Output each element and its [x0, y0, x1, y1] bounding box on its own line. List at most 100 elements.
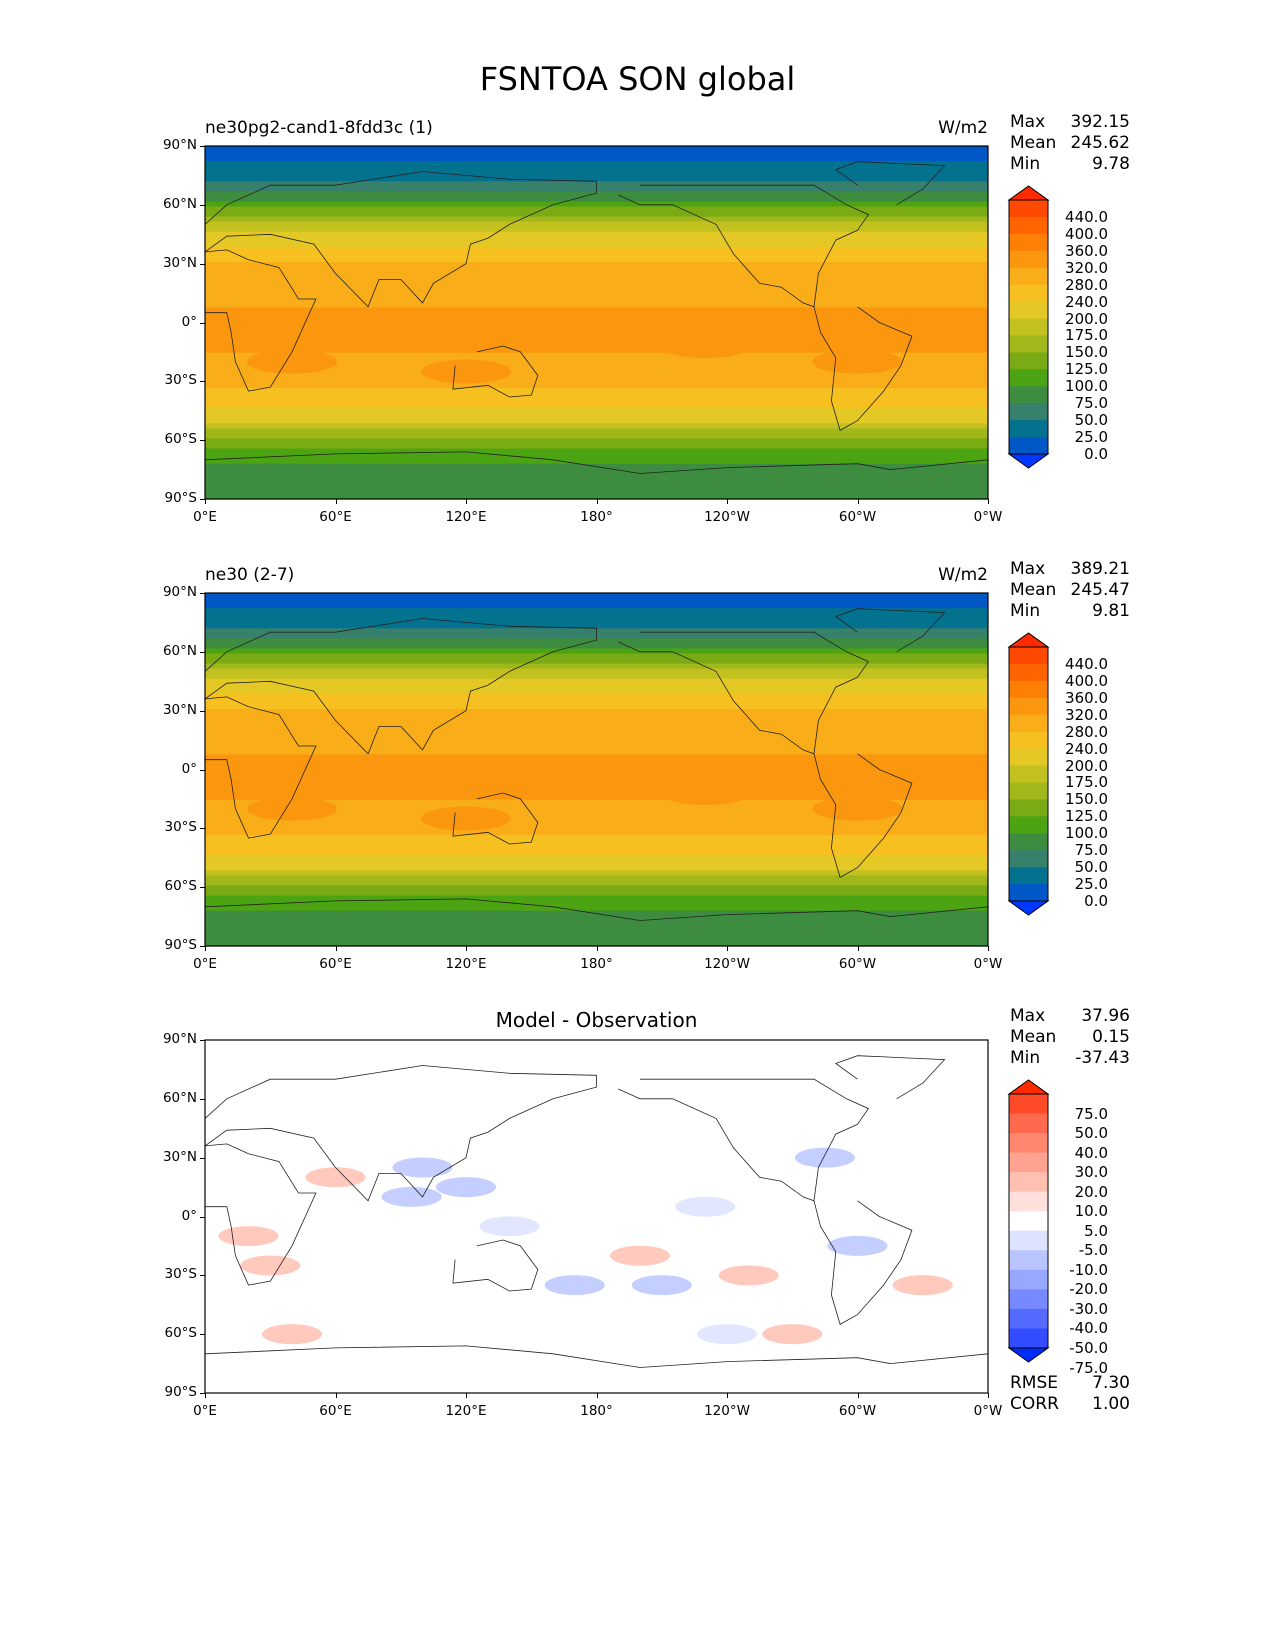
colorbar-bin — [1009, 1172, 1048, 1193]
map-anomaly-blob — [675, 1196, 736, 1217]
colorbar-tick-label: -50.0 — [1069, 1339, 1108, 1357]
map-band — [205, 774, 988, 781]
lon-tick-mark — [596, 1393, 598, 1398]
lat-tick-mark — [200, 828, 205, 830]
panel-units: W/m2 — [938, 565, 988, 585]
colorbar-tick-label: 240.0 — [1065, 739, 1108, 758]
map-anomaly-blob — [762, 1324, 823, 1345]
lon-tick-label: 120°E — [445, 1403, 487, 1419]
colorbar-bin — [1009, 437, 1048, 455]
panel-center-title: Model - Observation — [495, 1008, 698, 1032]
map-band — [205, 598, 988, 604]
map-band — [205, 292, 988, 298]
map-band — [205, 196, 988, 203]
map-band — [205, 473, 988, 480]
colorbar-bin — [1009, 1133, 1048, 1154]
map-band — [205, 698, 988, 705]
stat-min-value: 9.78 — [1092, 154, 1130, 174]
map-band — [205, 824, 988, 831]
colorbar-extend-max — [1007, 632, 1050, 648]
map-band — [205, 885, 988, 892]
map-plot — [204, 592, 989, 947]
map-band — [205, 246, 988, 253]
coastline — [204, 1345, 989, 1368]
map-band — [205, 221, 988, 228]
map-band — [205, 759, 988, 766]
map-band — [205, 905, 988, 912]
map-anomaly-blob — [381, 1186, 442, 1207]
lon-tick-mark — [857, 499, 859, 504]
map-band — [205, 297, 988, 303]
stat-max-label: Max — [1010, 559, 1046, 579]
coastline — [204, 618, 597, 755]
map-band — [205, 729, 988, 735]
lon-tick-label: 0°E — [193, 956, 217, 972]
lon-tick-label: 0°E — [193, 509, 217, 525]
coastlines — [204, 1055, 989, 1368]
map-anomaly-blob — [247, 796, 337, 821]
colorbar-tick-label: 280.0 — [1065, 275, 1108, 294]
lon-tick-label: 180° — [580, 1403, 613, 1419]
coastline — [834, 1055, 946, 1100]
map-anomaly-blob — [718, 1265, 779, 1286]
colorbar-bin — [1009, 850, 1048, 868]
map-band — [205, 403, 988, 409]
map-band — [205, 156, 988, 162]
lon-tick-label: 60°W — [838, 956, 877, 972]
colorbar-bin — [1009, 833, 1048, 851]
map-band — [205, 744, 988, 750]
lon-tick-label: 60°W — [838, 509, 877, 525]
map-band — [205, 814, 988, 821]
colorbar-tick-label: 0.0 — [1084, 445, 1108, 463]
map-band — [205, 408, 988, 414]
lat-tick-mark — [200, 381, 205, 383]
map-anomaly-blob — [631, 1275, 692, 1296]
map-band — [205, 357, 988, 364]
map-band — [205, 453, 988, 460]
lat-tick-mark — [200, 887, 205, 889]
lat-tick-mark — [200, 946, 205, 947]
colorbar-extend-min — [1007, 900, 1050, 916]
colorbar-bin — [1009, 867, 1048, 885]
map-band — [205, 468, 988, 475]
map-band — [205, 915, 988, 922]
colorbar-tick-label: -10.0 — [1069, 1260, 1108, 1279]
coastline — [204, 171, 597, 308]
map-band — [205, 764, 988, 771]
map-band — [205, 388, 988, 394]
map-band — [205, 287, 988, 293]
coastline — [204, 1143, 317, 1286]
lat-tick-label: 60°S — [164, 878, 198, 895]
lat-tick-label: 90°S — [164, 490, 198, 506]
lon-tick-label: 120°W — [704, 1403, 750, 1419]
colorbar-bin — [1009, 782, 1048, 800]
colorbar-bin — [1009, 1113, 1048, 1134]
map-band — [205, 433, 988, 440]
map-band — [205, 895, 988, 902]
lat-tick-mark — [200, 1040, 205, 1041]
lat-tick-label: 0° — [181, 313, 197, 330]
rmse-value: 7.30 — [1092, 1373, 1130, 1393]
map-anomaly-blob — [610, 1245, 670, 1266]
coastline — [834, 161, 946, 206]
map-band — [205, 317, 988, 324]
lat-tick-mark — [200, 263, 205, 265]
lon-tick-label: 180° — [580, 956, 613, 972]
map-band — [205, 623, 988, 629]
lat-tick-mark — [200, 1098, 205, 1100]
map-band — [205, 643, 988, 650]
lat-tick-label: 60°S — [164, 1325, 198, 1342]
lon-tick-mark — [988, 946, 989, 951]
colorbar-tick-label: 5.0 — [1084, 1221, 1108, 1240]
lat-tick-mark — [200, 710, 205, 712]
lon-tick-mark — [727, 1393, 728, 1398]
lat-tick-label: 60°N — [162, 195, 197, 212]
stat-max-label: Max — [1010, 112, 1046, 132]
map-band — [205, 754, 988, 761]
lat-tick-label: 90°N — [162, 1031, 197, 1047]
lat-tick-mark — [200, 1275, 205, 1277]
map-anomaly-blob — [892, 1275, 953, 1296]
map-band — [205, 920, 988, 927]
map-band — [205, 458, 988, 465]
map-anomaly-blob — [218, 1226, 279, 1247]
